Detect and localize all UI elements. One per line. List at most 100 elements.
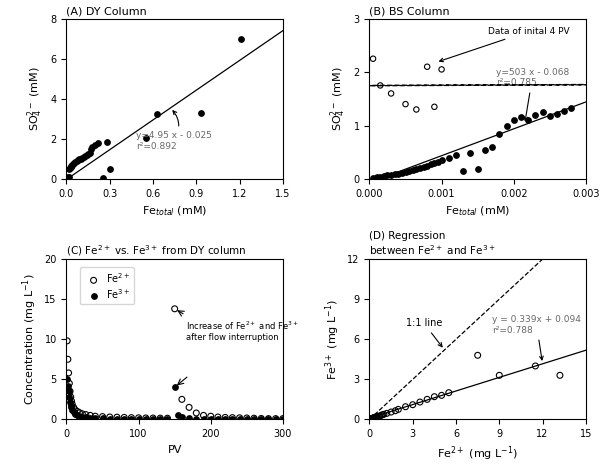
Fe$^{2+}$ xyxy=(249,414,259,422)
Point xyxy=(400,168,410,176)
Point xyxy=(66,163,76,171)
Point xyxy=(80,152,90,160)
Fe$^{2+}$ xyxy=(70,406,80,413)
Point xyxy=(70,158,80,165)
Point xyxy=(366,415,376,423)
Point xyxy=(367,415,377,422)
Fe$^{3+}$ xyxy=(66,401,76,409)
Y-axis label: SO$_4^{2-}$ (mM): SO$_4^{2-}$ (mM) xyxy=(329,67,348,131)
Point xyxy=(444,154,454,161)
Text: (D) Regression
between Fe$^{2+}$ and Fe$^{3+}$: (D) Regression between Fe$^{2+}$ and Fe$… xyxy=(370,231,496,257)
Fe$^{2+}$ xyxy=(112,413,122,421)
Point xyxy=(368,174,378,182)
Point xyxy=(400,100,410,108)
Point xyxy=(473,165,483,173)
Fe$^{3+}$ xyxy=(173,411,183,419)
Fe$^{3+}$ xyxy=(148,415,158,423)
Point xyxy=(379,172,389,179)
Point xyxy=(68,161,77,169)
Fe$^{2+}$ xyxy=(63,356,72,363)
Fe$^{3+}$ xyxy=(177,413,187,421)
Point xyxy=(382,410,391,417)
Fe$^{2+}$ xyxy=(77,410,87,418)
Fe$^{2+}$ xyxy=(127,414,137,421)
Fe$^{3+}$ xyxy=(271,416,280,423)
X-axis label: Fe$_{total}$ (mM): Fe$_{total}$ (mM) xyxy=(445,204,510,218)
Fe$^{2+}$ xyxy=(75,409,85,416)
Fe$^{3+}$ xyxy=(62,376,72,383)
Fe$^{3+}$ xyxy=(75,412,85,419)
X-axis label: Fe$_{total}$ (mM): Fe$_{total}$ (mM) xyxy=(142,204,207,218)
Fe$^{2+}$ xyxy=(184,404,194,411)
Text: Data of inital 4 PV: Data of inital 4 PV xyxy=(440,27,570,62)
Point xyxy=(370,414,379,421)
Fe$^{2+}$ xyxy=(81,411,91,418)
Point xyxy=(75,155,85,163)
Fe$^{3+}$ xyxy=(170,384,179,391)
Point xyxy=(77,154,87,162)
Point xyxy=(73,156,83,164)
Fe$^{2+}$ xyxy=(69,404,79,411)
Point xyxy=(422,162,432,169)
Point xyxy=(105,165,115,173)
Point xyxy=(86,145,96,153)
Point xyxy=(415,398,425,406)
Fe$^{3+}$ xyxy=(98,415,108,422)
Point xyxy=(487,143,497,151)
Point xyxy=(422,396,432,403)
Point xyxy=(141,134,150,142)
Fe$^{3+}$ xyxy=(69,409,79,416)
Point xyxy=(397,169,406,176)
Text: (A) DY Column: (A) DY Column xyxy=(66,7,147,16)
Point xyxy=(437,66,446,73)
Point xyxy=(437,391,446,399)
Fe$^{3+}$ xyxy=(263,416,273,423)
Fe$^{3+}$ xyxy=(213,415,223,423)
Point xyxy=(196,109,205,116)
Point xyxy=(376,82,385,89)
Fe$^{3+}$ xyxy=(220,415,230,423)
Point xyxy=(538,109,547,116)
Point xyxy=(376,173,385,180)
Point xyxy=(372,413,382,420)
Point xyxy=(393,170,403,178)
Point xyxy=(387,90,396,97)
Point xyxy=(373,413,383,420)
Point xyxy=(66,162,76,170)
Fe$^{3+}$ xyxy=(249,416,259,423)
Point xyxy=(371,413,381,421)
Point xyxy=(393,405,403,413)
Point xyxy=(85,149,94,157)
Fe$^{3+}$ xyxy=(199,415,208,423)
Fe$^{3+}$ xyxy=(64,388,74,395)
Point xyxy=(62,174,72,182)
Fe$^{3+}$ xyxy=(72,411,82,419)
Point xyxy=(429,103,439,110)
Fe$^{3+}$ xyxy=(105,415,115,422)
Fe$^{3+}$ xyxy=(66,404,76,411)
Point xyxy=(368,55,378,62)
Point xyxy=(451,151,461,158)
Point xyxy=(98,174,108,182)
Point xyxy=(415,164,425,172)
Point xyxy=(378,411,387,418)
Fe$^{3+}$ xyxy=(81,413,91,421)
Point xyxy=(369,414,379,422)
Point xyxy=(390,171,399,178)
Fe$^{3+}$ xyxy=(278,416,288,423)
Point xyxy=(379,411,389,418)
Fe$^{3+}$ xyxy=(184,414,194,422)
Point xyxy=(422,63,432,70)
Fe$^{2+}$ xyxy=(271,415,280,422)
Point xyxy=(444,389,454,397)
Fe$^{2+}$ xyxy=(72,408,82,415)
Y-axis label: Fe$^{3+}$ (mg L$^{-1}$): Fe$^{3+}$ (mg L$^{-1}$) xyxy=(323,299,342,380)
Fe$^{3+}$ xyxy=(191,415,201,422)
Text: y = 0.339x + 0.094
r²=0.788: y = 0.339x + 0.094 r²=0.788 xyxy=(492,315,581,360)
Point xyxy=(376,411,386,419)
Fe$^{3+}$ xyxy=(162,415,172,423)
Fe$^{2+}$ xyxy=(235,414,245,422)
Fe$^{2+}$ xyxy=(91,412,100,420)
Point xyxy=(530,362,540,370)
Point xyxy=(65,165,74,173)
